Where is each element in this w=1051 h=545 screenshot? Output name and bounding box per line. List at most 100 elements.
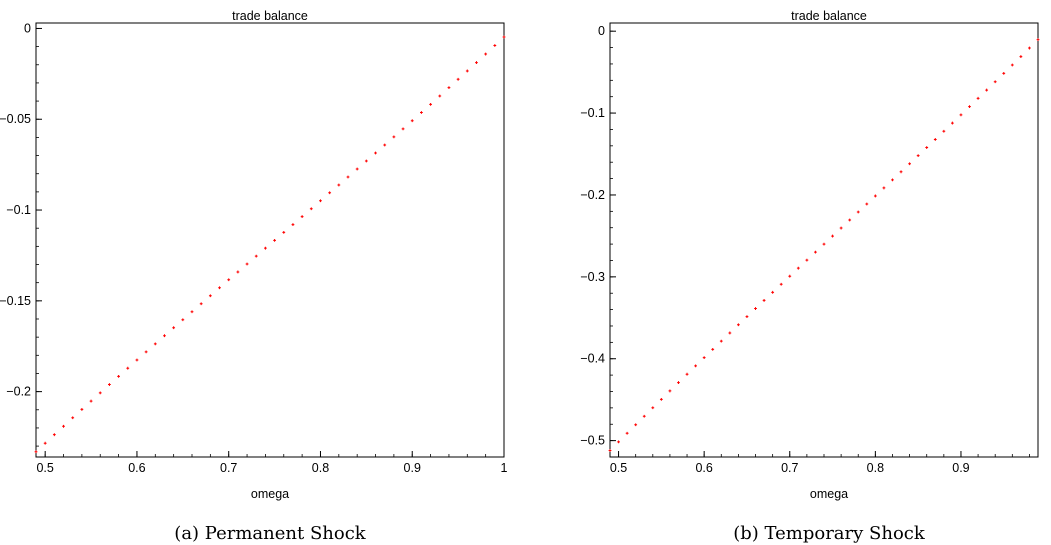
data-point xyxy=(144,350,148,354)
data-point xyxy=(891,178,894,182)
chart-title: trade balance xyxy=(791,9,867,23)
data-point xyxy=(608,449,612,452)
data-point xyxy=(43,441,47,445)
x-axis-title: omega xyxy=(810,487,848,501)
data-point xyxy=(908,162,911,166)
data-point xyxy=(401,127,405,131)
data-point xyxy=(465,69,469,73)
axis-ticks: 0.5 0.6 0.7 0.8 0.9 0 −0.1 −0.2 −0.3 −0.4 −0.5 xyxy=(580,24,1030,475)
data-point xyxy=(172,326,176,330)
data-point xyxy=(264,246,267,250)
data-point xyxy=(805,258,809,262)
y-tick-label: −0.1 xyxy=(6,203,31,217)
data-point xyxy=(475,61,478,64)
y-tick-label: −0.15 xyxy=(0,294,31,308)
data-point xyxy=(98,391,102,395)
data-point xyxy=(181,318,185,322)
data-point xyxy=(383,143,387,147)
x-tick-label: 1 xyxy=(501,461,508,475)
data-point xyxy=(447,86,451,90)
y-tick-label: −0.3 xyxy=(580,270,605,284)
data-point xyxy=(848,218,852,222)
chart-panel-temporary: trade balance omega (b) Temporary Shock … xyxy=(580,9,1040,544)
data-point xyxy=(882,186,886,190)
data-point xyxy=(873,194,877,198)
data-point xyxy=(199,302,203,306)
data-point xyxy=(227,278,231,282)
data-point xyxy=(392,135,396,139)
data-point xyxy=(642,414,646,418)
data-point xyxy=(163,334,166,338)
data-point xyxy=(34,450,38,454)
data-point xyxy=(839,226,843,230)
data-point xyxy=(942,129,946,133)
data-point xyxy=(728,331,732,335)
chart-title: trade balance xyxy=(232,9,308,23)
data-point xyxy=(273,238,276,242)
data-point xyxy=(190,310,194,314)
data-point xyxy=(711,348,715,351)
data-point xyxy=(745,315,749,319)
data-point xyxy=(208,294,212,298)
data-point xyxy=(410,119,414,123)
data-point xyxy=(456,77,460,81)
data-points xyxy=(608,38,1040,452)
x-axis-title: omega xyxy=(251,487,289,501)
data-point xyxy=(484,52,488,56)
data-point xyxy=(1036,38,1040,42)
data-point xyxy=(831,234,834,238)
data-point xyxy=(438,94,442,98)
data-point xyxy=(420,111,423,114)
data-point xyxy=(634,423,638,427)
data-point xyxy=(762,299,766,302)
y-tick-label: −0.2 xyxy=(580,188,605,202)
data-point xyxy=(719,339,723,343)
data-point xyxy=(282,230,286,234)
data-point xyxy=(62,424,65,428)
data-point xyxy=(968,105,971,109)
data-point xyxy=(52,433,56,437)
data-point xyxy=(337,183,341,187)
data-point xyxy=(822,242,826,246)
data-point xyxy=(153,342,157,346)
chart-panel-permanent: trade balance omega (a) Permanent Shock … xyxy=(0,9,508,544)
data-point xyxy=(89,399,93,403)
data-point xyxy=(771,290,775,294)
figure-caption: (b) Temporary Shock xyxy=(733,523,926,544)
x-tick-label: 0.8 xyxy=(867,461,884,475)
x-tick-label: 0.7 xyxy=(220,461,237,475)
data-point xyxy=(319,199,322,203)
data-point xyxy=(865,202,869,206)
data-point xyxy=(617,440,620,444)
x-tick-label: 0.5 xyxy=(36,461,53,475)
data-point xyxy=(1019,55,1023,58)
data-point xyxy=(976,96,980,100)
plot-frame xyxy=(35,22,505,458)
y-tick-label: −0.05 xyxy=(0,112,31,126)
data-point xyxy=(493,44,497,47)
data-point xyxy=(899,170,903,174)
data-point xyxy=(959,113,963,117)
data-point xyxy=(117,374,120,378)
data-point xyxy=(218,286,221,290)
axis-ticks: 0.5 0.6 0.7 0.8 0.9 1 0 −0.05 −0.1 −0.15 −0.2 xyxy=(0,21,508,475)
data-point xyxy=(925,146,929,149)
data-point xyxy=(916,154,920,158)
data-points xyxy=(34,35,506,454)
x-tick-label: 0.9 xyxy=(952,461,969,475)
data-point xyxy=(659,397,663,401)
data-point xyxy=(429,102,432,106)
data-point xyxy=(71,416,75,420)
data-point xyxy=(702,356,706,359)
data-point xyxy=(364,159,368,163)
data-point xyxy=(737,323,740,327)
x-tick-label: 0.6 xyxy=(128,461,145,475)
data-point xyxy=(788,274,792,278)
data-point xyxy=(856,210,860,214)
data-point xyxy=(108,383,111,386)
data-point xyxy=(135,358,139,362)
data-point xyxy=(374,151,377,155)
y-tick-label: 0 xyxy=(24,21,31,35)
x-tick-label: 0.9 xyxy=(404,461,421,475)
